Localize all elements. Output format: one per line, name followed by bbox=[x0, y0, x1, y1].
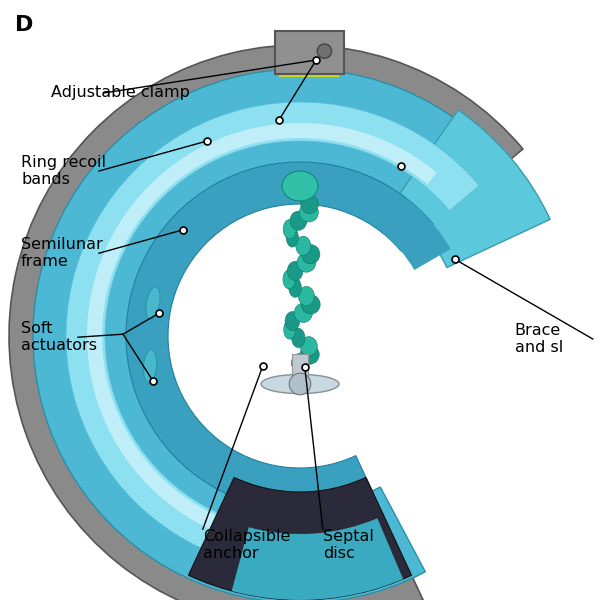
Circle shape bbox=[317, 44, 332, 58]
Text: Soft
actuators: Soft actuators bbox=[21, 322, 97, 353]
Ellipse shape bbox=[298, 286, 314, 305]
Wedge shape bbox=[66, 102, 479, 570]
Ellipse shape bbox=[292, 353, 308, 373]
Ellipse shape bbox=[282, 171, 318, 201]
Text: Adjustable clamp: Adjustable clamp bbox=[51, 85, 190, 100]
Wedge shape bbox=[381, 199, 451, 270]
Ellipse shape bbox=[146, 287, 160, 319]
Ellipse shape bbox=[292, 328, 305, 347]
Bar bbox=[280, 67, 340, 77]
Circle shape bbox=[289, 373, 311, 395]
FancyBboxPatch shape bbox=[275, 31, 344, 74]
Ellipse shape bbox=[286, 228, 298, 247]
Wedge shape bbox=[188, 478, 412, 600]
Ellipse shape bbox=[301, 194, 319, 214]
Ellipse shape bbox=[290, 211, 307, 230]
Text: Semilunar
frame: Semilunar frame bbox=[21, 238, 103, 269]
Wedge shape bbox=[87, 123, 437, 549]
Ellipse shape bbox=[300, 345, 319, 364]
Ellipse shape bbox=[284, 320, 296, 339]
Ellipse shape bbox=[283, 270, 295, 289]
Text: Brace
and sl: Brace and sl bbox=[515, 323, 563, 355]
Text: D: D bbox=[15, 15, 34, 35]
Wedge shape bbox=[9, 45, 523, 600]
Ellipse shape bbox=[297, 253, 316, 272]
Ellipse shape bbox=[285, 311, 299, 331]
Ellipse shape bbox=[143, 350, 157, 382]
Bar bbox=[292, 354, 308, 378]
Ellipse shape bbox=[283, 220, 296, 239]
Text: Collapsible
anchor: Collapsible anchor bbox=[203, 529, 290, 561]
Text: Septal
disc: Septal disc bbox=[323, 529, 374, 561]
Wedge shape bbox=[33, 69, 519, 600]
Ellipse shape bbox=[261, 374, 339, 394]
Wedge shape bbox=[126, 162, 433, 510]
Ellipse shape bbox=[301, 295, 320, 314]
Wedge shape bbox=[232, 518, 403, 600]
Text: Ring recoil
bands: Ring recoil bands bbox=[21, 155, 106, 187]
Ellipse shape bbox=[301, 245, 320, 264]
Wedge shape bbox=[393, 110, 550, 268]
Ellipse shape bbox=[287, 262, 303, 281]
Ellipse shape bbox=[300, 337, 317, 356]
Ellipse shape bbox=[296, 236, 311, 256]
Ellipse shape bbox=[289, 278, 301, 297]
Ellipse shape bbox=[294, 303, 313, 322]
Ellipse shape bbox=[299, 203, 319, 222]
